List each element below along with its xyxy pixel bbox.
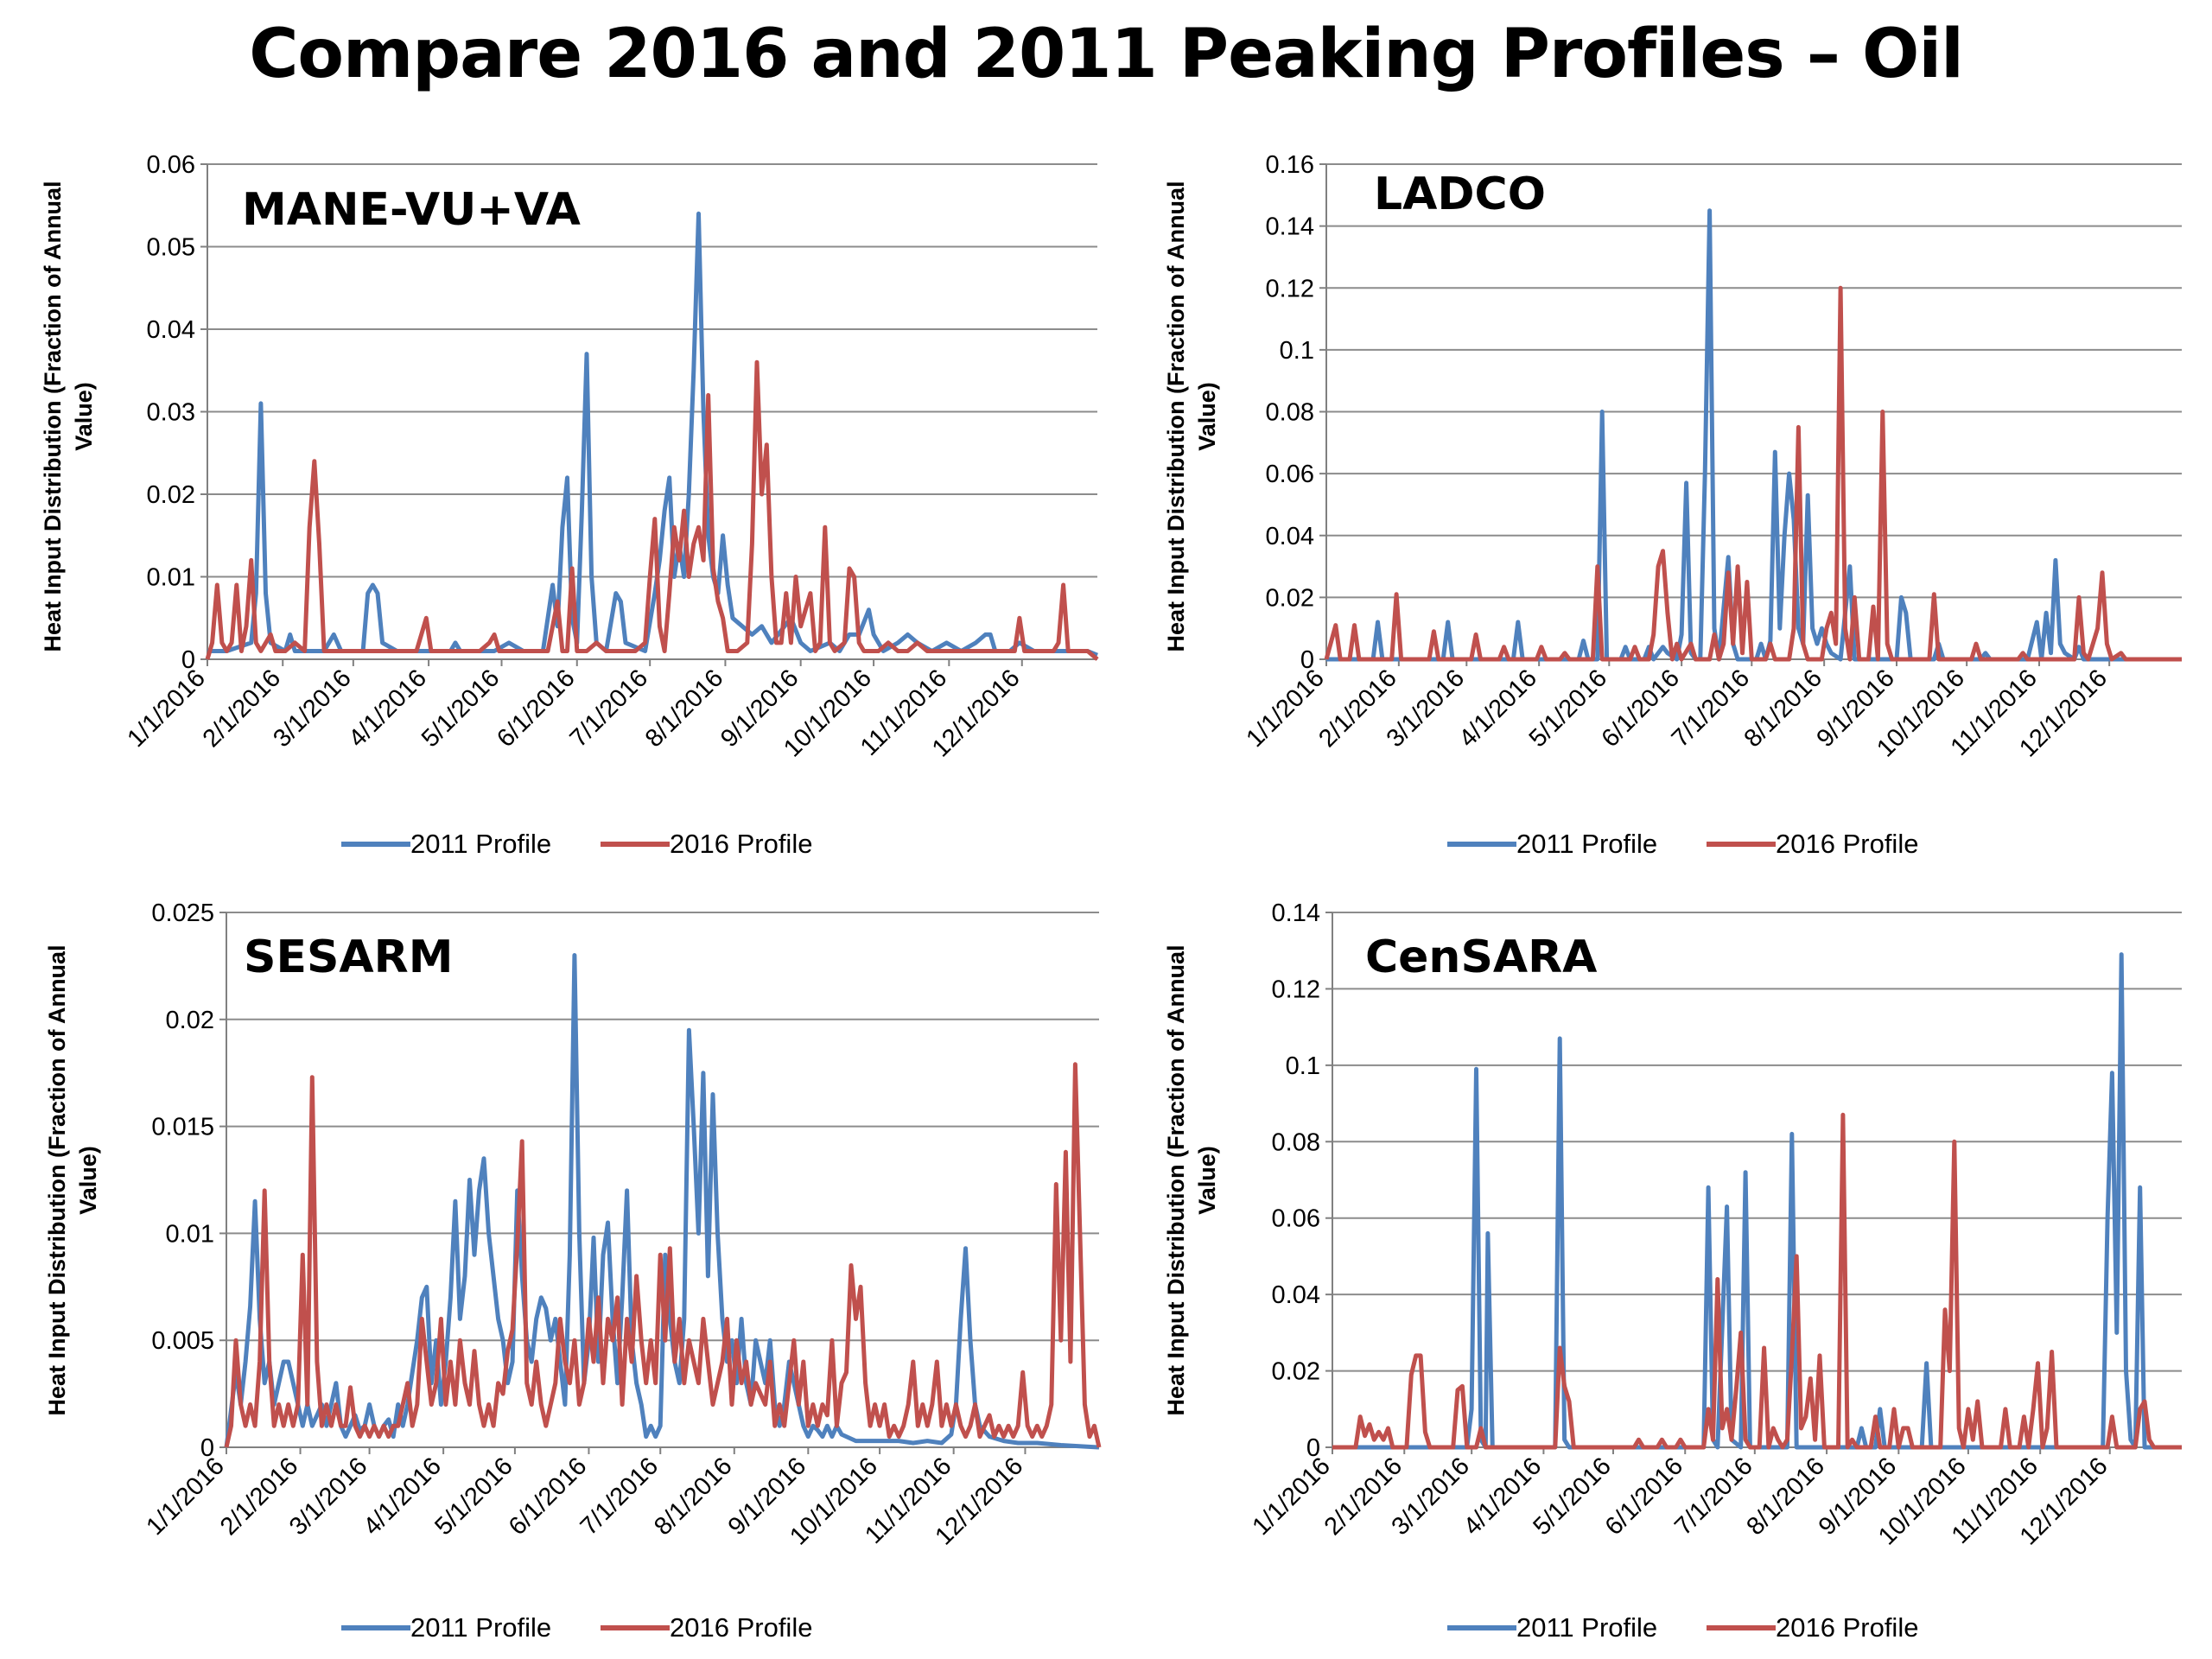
x-tick-label: 3/1/2016 bbox=[268, 664, 356, 753]
legend-label: 2016 Profile bbox=[1776, 829, 1918, 859]
y-tick-label: 0.08 bbox=[1272, 1128, 1320, 1156]
y-tick-label: 0.12 bbox=[1266, 275, 1314, 302]
legend-label: 2016 Profile bbox=[1776, 1612, 1918, 1643]
series-line-2011 bbox=[1326, 208, 2182, 662]
y-axis-label: Heat Input Distribution (Fraction of Ann… bbox=[40, 181, 97, 652]
y-tick-label: 0.06 bbox=[147, 151, 195, 179]
x-tick-label: 5/1/2016 bbox=[416, 664, 505, 753]
chart-censara: 00.020.040.060.080.10.120.141/1/20162/1/… bbox=[1163, 899, 2182, 1643]
x-tick-label: 7/1/2016 bbox=[565, 664, 653, 753]
x-tick-label: 7/1/2016 bbox=[1667, 664, 1755, 753]
x-tick-label: 4/1/2016 bbox=[359, 1452, 447, 1541]
y-tick-label: 0.14 bbox=[1266, 213, 1314, 241]
series-line-2011 bbox=[224, 953, 1100, 1450]
chart-title: MANE-VU+VA bbox=[242, 184, 581, 236]
y-tick-label: 0.04 bbox=[147, 316, 195, 344]
y-tick-label: 0.01 bbox=[166, 1220, 214, 1248]
chart-sesarm: 00.0050.010.0150.020.0251/1/20162/1/2016… bbox=[44, 899, 1102, 1643]
y-tick-label: 0.1 bbox=[1286, 1052, 1320, 1080]
x-tick-label: 8/1/2016 bbox=[1741, 1452, 1829, 1541]
x-tick-label: 1/1/2016 bbox=[1247, 1452, 1335, 1541]
x-tick-label: 8/1/2016 bbox=[649, 1452, 737, 1541]
y-tick-label: 0.01 bbox=[147, 564, 195, 592]
x-tick-label: 5/1/2016 bbox=[429, 1452, 518, 1541]
legend-label: 2011 Profile bbox=[1516, 829, 1657, 859]
y-tick-label: 0 bbox=[1306, 1434, 1320, 1462]
y-tick-label: 0.02 bbox=[166, 1007, 214, 1034]
y-tick-label: 0.005 bbox=[151, 1327, 214, 1355]
y-tick-label: 0.02 bbox=[1272, 1358, 1320, 1386]
y-tick-label: 0.04 bbox=[1266, 523, 1314, 550]
series-line-2011 bbox=[207, 211, 1098, 658]
x-tick-label: 8/1/2016 bbox=[640, 664, 728, 753]
y-tick-label: 0.025 bbox=[151, 899, 214, 927]
x-tick-label: 8/1/2016 bbox=[1739, 664, 1827, 753]
y-axis-label: Heat Input Distribution (Fraction of Ann… bbox=[1163, 945, 1220, 1416]
legend-label: 2011 Profile bbox=[410, 1612, 551, 1643]
y-tick-label: 0 bbox=[1300, 646, 1314, 674]
series-line-2016 bbox=[1332, 1112, 2182, 1450]
x-tick-label: 4/1/2016 bbox=[344, 664, 432, 753]
legend-label: 2016 Profile bbox=[670, 829, 812, 859]
y-tick-label: 0 bbox=[200, 1434, 214, 1462]
legend-label: 2011 Profile bbox=[410, 829, 551, 859]
x-tick-label: 2/1/2016 bbox=[198, 664, 286, 753]
y-tick-label: 0.015 bbox=[151, 1114, 214, 1141]
chart-mane-vu-va: 0 0.01 0.02 0.03 0.04 0.05 0.06 1/1/20162/1/201… bbox=[40, 151, 1099, 859]
y-tick-label: 0.16 bbox=[1266, 151, 1314, 179]
series-line-2016 bbox=[205, 359, 1099, 661]
y-tick-label: 0.02 bbox=[147, 481, 195, 509]
x-tick-label: 1/1/2016 bbox=[122, 664, 210, 753]
y-tick-label: 0.06 bbox=[1272, 1205, 1320, 1233]
y-tick-label: 0.03 bbox=[147, 399, 195, 427]
page-title: Compare 2016 and 2011 Peaking Profiles –… bbox=[249, 16, 1964, 93]
x-tick-label: 1/1/2016 bbox=[1241, 664, 1329, 753]
y-tick-label: 0.08 bbox=[1266, 399, 1314, 427]
x-tick-label: 1/1/2016 bbox=[141, 1452, 229, 1541]
y-tick-label: 0.06 bbox=[1266, 461, 1314, 488]
x-tick-label: 7/1/2016 bbox=[1669, 1452, 1758, 1541]
legend-label: 2011 Profile bbox=[1516, 1612, 1657, 1643]
legend-label: 2016 Profile bbox=[670, 1612, 812, 1643]
y-tick-label: 0.05 bbox=[147, 234, 195, 262]
x-tick-label: 6/1/2016 bbox=[492, 664, 580, 753]
chart-title: CenSARA bbox=[1365, 931, 1597, 983]
y-tick-label: 0.12 bbox=[1272, 976, 1320, 1003]
x-tick-label: 6/1/2016 bbox=[504, 1452, 592, 1541]
y-tick-label: 0.14 bbox=[1272, 899, 1320, 927]
y-tick-label: 0.1 bbox=[1280, 337, 1314, 365]
x-tick-label: 3/1/2016 bbox=[284, 1452, 372, 1541]
y-tick-label: 0.02 bbox=[1266, 584, 1314, 612]
series-line-2016 bbox=[224, 1062, 1102, 1448]
x-tick-label: 5/1/2016 bbox=[1524, 664, 1612, 753]
chart-ladco: 0 0.02 0.04 0.06 0.08 0.1 0.12 0.14 0.16 1/1/2016… bbox=[1163, 151, 2182, 859]
x-tick-label: 5/1/2016 bbox=[1528, 1452, 1616, 1541]
y-axis-label: Heat Input Distribution (Fraction of Ann… bbox=[1163, 181, 1220, 652]
chart-title: SESARM bbox=[244, 931, 453, 983]
y-tick-label: 0.04 bbox=[1272, 1281, 1320, 1309]
chart-title: LADCO bbox=[1374, 168, 1546, 220]
y-axis-label: Heat Input Distribution (Fraction of Ann… bbox=[44, 945, 101, 1416]
y-tick-label: 0 bbox=[181, 646, 195, 674]
x-tick-label: 7/1/2016 bbox=[575, 1452, 664, 1541]
series-line-2016 bbox=[1324, 285, 2182, 662]
